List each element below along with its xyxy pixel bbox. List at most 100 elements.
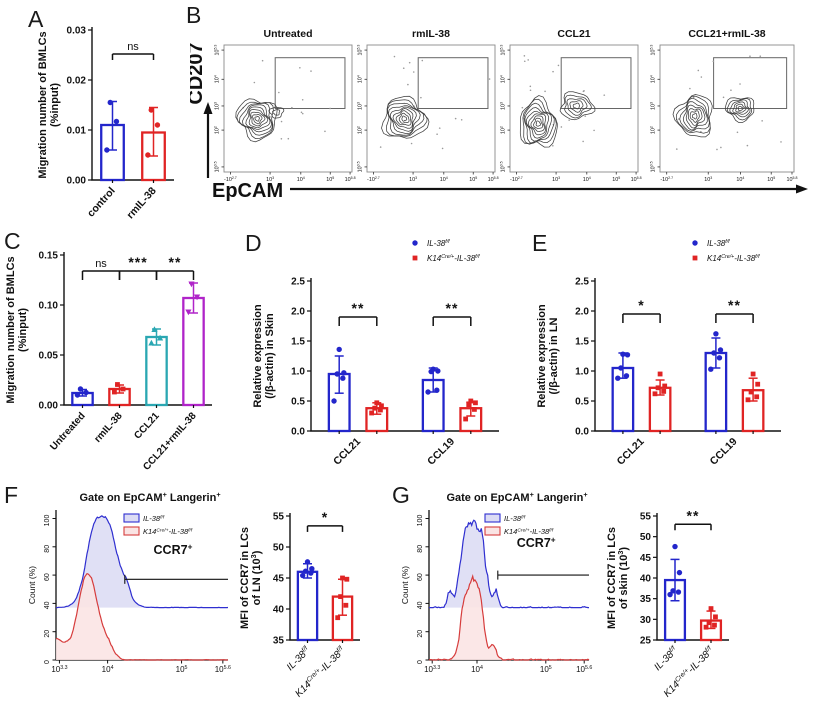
svg-text:**: ** <box>728 297 741 313</box>
svg-text:(/β-actin) in LN: (/β-actin) in LN <box>548 317 560 394</box>
svg-text:104: 104 <box>650 75 657 83</box>
svg-text:104: 104 <box>214 75 221 83</box>
svg-text:1.5: 1.5 <box>291 337 305 348</box>
panel-a-chart-svg: 0.00 0.01 0.02 0.03 Migration number of BMLC… <box>37 26 174 221</box>
svg-text:103: 103 <box>704 176 712 183</box>
svg-text:100: 100 <box>44 515 51 527</box>
panel-d-chart-svg: 0.0 0.5 1.0 1.5 2.0 2.5 Relative expression (/β… <box>252 239 499 468</box>
svg-text:Gate on EpCAM+ Langerin+: Gate on EpCAM+ Langerin+ <box>446 490 587 504</box>
svg-text:20: 20 <box>44 630 51 638</box>
svg-text:105.3: 105.3 <box>214 45 221 56</box>
svg-text:ns: ns <box>95 258 107 270</box>
svg-text:Migration number of BMLCs: Migration number of BMLCs <box>5 256 17 403</box>
svg-text:0.00: 0.00 <box>67 176 87 187</box>
svg-text:60: 60 <box>417 573 424 581</box>
svg-text:100.5: 100.5 <box>650 161 657 172</box>
svg-text:0: 0 <box>44 660 51 664</box>
svg-text:103: 103 <box>266 176 274 183</box>
svg-text:-102.7: -102.7 <box>510 176 523 183</box>
svg-text:100.5: 100.5 <box>357 161 364 172</box>
svg-text:102: 102 <box>214 126 221 134</box>
svg-text:**: ** <box>352 300 365 316</box>
svg-text:0.0: 0.0 <box>575 427 589 438</box>
svg-text:103: 103 <box>357 102 364 110</box>
svg-text:K14Cre/+-IL-38f/f: K14Cre/+-IL-38f/f <box>427 254 480 263</box>
svg-text:CCL21: CCL21 <box>132 410 162 441</box>
svg-text:1.0: 1.0 <box>291 367 305 378</box>
panel-e-expression-ln-chart: 0.0 0.5 1.0 1.5 2.0 2.5 Relative expression (/β… <box>525 225 814 480</box>
svg-text:30: 30 <box>640 615 652 626</box>
svg-text:rmIL-38: rmIL-38 <box>92 410 125 445</box>
panel-f-chart-svg: Gate on EpCAM+ Langerin+ 0 20 40 60 80 100 Coun… <box>27 490 360 700</box>
svg-text:CCL21: CCL21 <box>557 28 590 40</box>
svg-text:105: 105 <box>612 176 620 183</box>
svg-text:104: 104 <box>102 665 114 674</box>
svg-text:K14Cre/+-IL-38f/f: K14Cre/+-IL-38f/f <box>504 527 554 536</box>
svg-text:control: control <box>85 185 118 220</box>
svg-text:102: 102 <box>357 126 364 134</box>
svg-text:**: ** <box>446 300 459 316</box>
panel-b-flow-plots: CD207 EpCAM Untreated -102.7 103 104 105 105.8 1… <box>190 0 814 225</box>
svg-text:*: * <box>322 509 328 525</box>
svg-text:MFI of CCR7 in LCs: MFI of CCR7 in LCs <box>606 527 618 629</box>
svg-text:100.5: 100.5 <box>500 161 507 172</box>
svg-text:of LN (103): of LN (103) <box>249 550 263 605</box>
svg-text:40: 40 <box>273 605 285 616</box>
svg-text:102: 102 <box>650 126 657 134</box>
svg-text:103.3: 103.3 <box>424 665 440 674</box>
svg-text:105.6: 105.6 <box>215 665 231 674</box>
svg-text:0: 0 <box>417 660 424 664</box>
svg-text:K14Cre/+-IL-38f/f: K14Cre/+-IL-38f/f <box>707 254 760 263</box>
svg-text:-102.7: -102.7 <box>367 176 380 183</box>
svg-text:105.8: 105.8 <box>488 176 499 183</box>
svg-text:100: 100 <box>417 515 424 527</box>
svg-text:IL-38f/f: IL-38f/f <box>284 644 313 673</box>
svg-text:CCL19: CCL19 <box>425 436 457 468</box>
svg-text:IL-38f/f: IL-38f/f <box>652 644 681 673</box>
svg-text:105.3: 105.3 <box>500 45 507 56</box>
svg-text:IL-38f/f: IL-38f/f <box>504 514 526 523</box>
svg-text:CCL21+rmIL-38: CCL21+rmIL-38 <box>688 28 765 40</box>
svg-text:55: 55 <box>640 512 652 523</box>
svg-text:105.8: 105.8 <box>631 176 642 183</box>
svg-text:40: 40 <box>640 574 652 585</box>
svg-text:0.03: 0.03 <box>67 26 87 37</box>
panel-c-migration-chart: 0.00 0.05 0.10 0.15 Migration number of BMLC… <box>0 225 235 480</box>
svg-text:(%input): (%input) <box>49 83 61 127</box>
svg-text:0.5: 0.5 <box>291 397 305 408</box>
svg-text:*: * <box>638 297 644 313</box>
svg-text:1.0: 1.0 <box>575 367 589 378</box>
svg-text:105: 105 <box>767 176 775 183</box>
svg-text:105: 105 <box>469 176 477 183</box>
svg-text:IL-38f/f: IL-38f/f <box>707 239 730 248</box>
svg-text:0.15: 0.15 <box>39 251 59 262</box>
svg-text:**: ** <box>687 507 700 523</box>
svg-text:2.5: 2.5 <box>291 277 305 288</box>
svg-text:(/β-actin) in Skin: (/β-actin) in Skin <box>264 313 276 399</box>
panel-e-label: E <box>532 230 548 256</box>
svg-text:-102.7: -102.7 <box>224 176 237 183</box>
svg-text:102: 102 <box>500 126 507 134</box>
svg-text:25: 25 <box>640 636 652 647</box>
svg-text:103: 103 <box>409 176 417 183</box>
svg-text:105: 105 <box>326 176 334 183</box>
svg-text:103: 103 <box>650 102 657 110</box>
svg-text:55: 55 <box>273 512 285 523</box>
svg-text:105.8: 105.8 <box>787 176 798 183</box>
svg-text:-102.7: -102.7 <box>660 176 673 183</box>
svg-text:105.6: 105.6 <box>576 665 592 674</box>
svg-text:104: 104 <box>583 176 591 183</box>
svg-text:0.5: 0.5 <box>575 397 589 408</box>
svg-text:50: 50 <box>273 543 285 554</box>
panel-c-label: C <box>4 228 21 254</box>
panel-a-label: A <box>28 6 44 32</box>
svg-text:105.3: 105.3 <box>650 45 657 56</box>
panel-g-chart-svg: Gate on EpCAM+ Langerin+ 0 20 40 60 80 100 Coun… <box>400 490 729 700</box>
svg-text:105: 105 <box>176 665 188 674</box>
svg-text:rmIL-38: rmIL-38 <box>124 185 158 221</box>
svg-text:Untreated: Untreated <box>48 411 87 453</box>
svg-text:0.10: 0.10 <box>39 301 59 312</box>
svg-text:Relative expression: Relative expression <box>536 304 548 408</box>
